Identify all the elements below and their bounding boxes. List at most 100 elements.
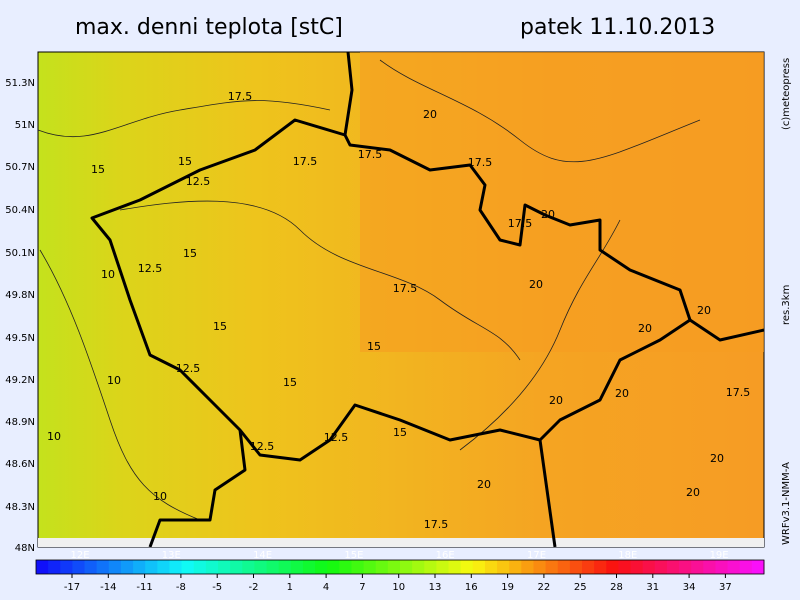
copyright: (c)meteopress	[781, 58, 792, 130]
map-date: patek 11.10.2013	[520, 15, 715, 40]
colorbar-segment	[509, 560, 522, 574]
colorbar-segment	[181, 560, 195, 574]
colorbar-label: -14	[100, 582, 116, 593]
colorbar-segment	[327, 560, 340, 574]
contour-label: 15	[393, 426, 407, 439]
colorbar-segment	[557, 560, 571, 574]
colorbar-segment	[630, 560, 644, 574]
contour-label: 15	[178, 155, 192, 168]
lon-label: 15E	[344, 550, 363, 561]
lat-label: 50.1N	[5, 248, 35, 259]
colorbar-segment	[36, 560, 49, 574]
colorbar-segment	[594, 560, 607, 574]
colorbar-label: 4	[323, 582, 329, 593]
colorbar-label: -11	[136, 582, 152, 593]
colorbar-segment	[242, 560, 255, 574]
contour-label: 12.5	[324, 431, 349, 444]
map-bottom-strip	[38, 538, 764, 547]
contour-label: 15	[367, 340, 381, 353]
colorbar-segment	[751, 560, 765, 574]
colorbar-label: -2	[249, 582, 259, 593]
colorbar-segment	[533, 560, 547, 574]
colorbar-segment	[96, 560, 110, 574]
colorbar-segment	[60, 560, 73, 574]
contour-label: 20	[477, 478, 491, 491]
lat-label: 50.4N	[5, 205, 35, 216]
colorbar-segment	[545, 560, 559, 574]
contour-label: 17.5	[293, 155, 318, 168]
contour-label: 12.5	[176, 362, 201, 375]
colorbar-segment	[120, 560, 134, 574]
colorbar-segment	[448, 560, 462, 574]
contour-label: 17.5	[228, 90, 253, 103]
colorbar-label: 1	[287, 582, 293, 593]
colorbar-label: -8	[176, 582, 186, 593]
contour-label: 17.5	[424, 518, 449, 531]
colorbar-label: 34	[683, 582, 696, 593]
contour-label: 17.5	[726, 386, 751, 399]
colorbar-label: 37	[719, 582, 732, 593]
contour-label: 15	[183, 247, 197, 260]
colorbar-label: 25	[574, 582, 587, 593]
colorbar-label: 16	[465, 582, 478, 593]
colorbar-segment	[278, 560, 292, 574]
lon-label: 13E	[162, 550, 181, 561]
colorbar-label: 7	[359, 582, 365, 593]
colorbar-segment	[339, 560, 352, 574]
colorbar-segment	[497, 560, 510, 574]
contour-label: 12.5	[250, 440, 275, 453]
contour-label: 10	[47, 430, 61, 443]
colorbar-segment	[145, 560, 158, 574]
contour-label: 17.5	[468, 156, 493, 169]
colorbar-segment	[412, 560, 425, 574]
contour-label: 12.5	[138, 262, 163, 275]
colorbar-segment	[193, 560, 207, 574]
borders	[90, 51, 765, 548]
colorbar-segment	[679, 560, 692, 574]
resolution: res.3km	[781, 285, 792, 325]
colorbar-segment	[315, 560, 328, 574]
colorbar-segment	[618, 560, 632, 574]
contour-label: 20	[541, 208, 555, 221]
contour-label: 20	[686, 486, 700, 499]
colorbar-segment	[654, 560, 668, 574]
lat-label: 51N	[15, 120, 35, 131]
lat-label: 51.3N	[5, 78, 35, 89]
lon-label: 16E	[436, 550, 455, 561]
colorbar-segment	[254, 560, 268, 574]
contour-label: 17.5	[393, 282, 418, 295]
contour-label: 15	[91, 163, 105, 176]
colorbar-segment	[400, 560, 413, 574]
lat-label: 48.3N	[5, 502, 35, 513]
colorbar-segment	[582, 560, 595, 574]
colorbar-label: 13	[429, 582, 442, 593]
colorbar-segment	[218, 560, 231, 574]
colorbar-frame	[35, 559, 765, 575]
colorbar-label: 10	[392, 582, 405, 593]
colorbar-segment	[606, 560, 619, 574]
colorbar-segment	[666, 560, 680, 574]
colorbar-segment	[108, 560, 122, 574]
colorbar-segment	[569, 560, 583, 574]
colorbar-label: 28	[610, 582, 623, 593]
lat-label: 49.5N	[5, 333, 35, 344]
contour-label: 15	[283, 376, 297, 389]
colorbar-segment	[460, 560, 474, 574]
lon-label: 12E	[70, 550, 89, 561]
model: WRFv3.1-NMM-A	[781, 462, 792, 545]
colorbar-segment	[84, 560, 98, 574]
contour-label: 20	[710, 452, 724, 465]
colorbar-segment	[484, 560, 498, 574]
lon-label: 18E	[618, 550, 637, 561]
lat-label: 48.9N	[5, 417, 35, 428]
colorbar-label: 19	[501, 582, 514, 593]
contour-label: 20	[697, 304, 711, 317]
colorbar-segment	[691, 560, 704, 574]
colorbar-segment	[72, 560, 86, 574]
lat-label: 48N	[15, 543, 35, 554]
colorbar-segment	[48, 560, 61, 574]
contour-label: 20	[549, 394, 563, 407]
colorbar-segment	[205, 560, 219, 574]
colorbar-label: 31	[646, 582, 659, 593]
